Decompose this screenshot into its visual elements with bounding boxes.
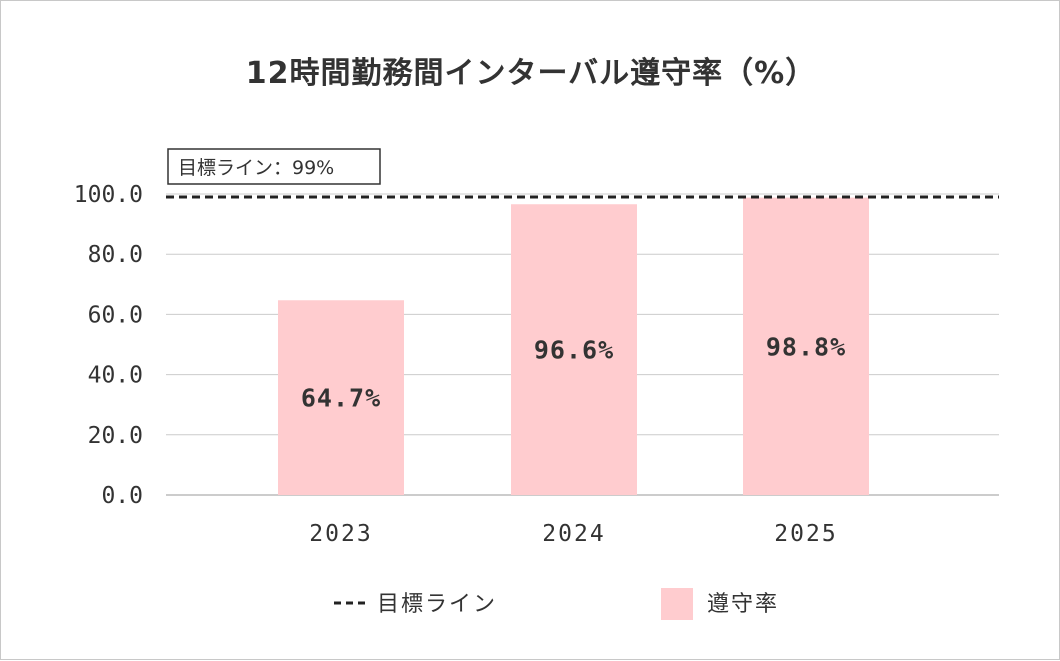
bar-data-label: 64.7%: [301, 384, 381, 413]
legend-series-swatch: [661, 588, 693, 620]
y-tick-label: 0.0: [101, 483, 143, 509]
y-tick-label: 60.0: [88, 302, 143, 328]
x-tick-label: 2023: [309, 521, 372, 547]
bar-data-label: 98.8%: [766, 332, 846, 361]
legend-target-label: 目標ライン: [377, 592, 497, 617]
chart-title: 12時間勤務間インターバル遵守率（%）: [246, 56, 817, 91]
x-axis-ticks: 2023 2024 2025: [309, 521, 837, 547]
bar: [278, 300, 404, 495]
y-tick-label: 80.0: [88, 242, 143, 268]
y-axis-ticks: 0.0 20.0 40.0 60.0 80.0 100.0: [74, 182, 143, 509]
x-tick-label: 2024: [542, 521, 605, 547]
y-tick-label: 100.0: [74, 182, 143, 208]
legend-series-label: 遵守率: [707, 592, 779, 617]
x-tick-label: 2025: [774, 521, 837, 547]
target-line-group: 目標ライン：99%: [166, 148, 999, 199]
target-label-box: [167, 148, 381, 185]
legend: 目標ライン 遵守率: [334, 588, 779, 620]
target-label: 目標ライン：99%: [178, 157, 334, 179]
y-tick-label: 20.0: [88, 423, 143, 449]
bars: 64.7% 96.6% 98.8%: [278, 197, 869, 495]
bar: [511, 204, 637, 495]
bar: [743, 197, 869, 495]
bar-data-label: 96.6%: [534, 336, 614, 365]
y-tick-label: 40.0: [88, 363, 143, 389]
